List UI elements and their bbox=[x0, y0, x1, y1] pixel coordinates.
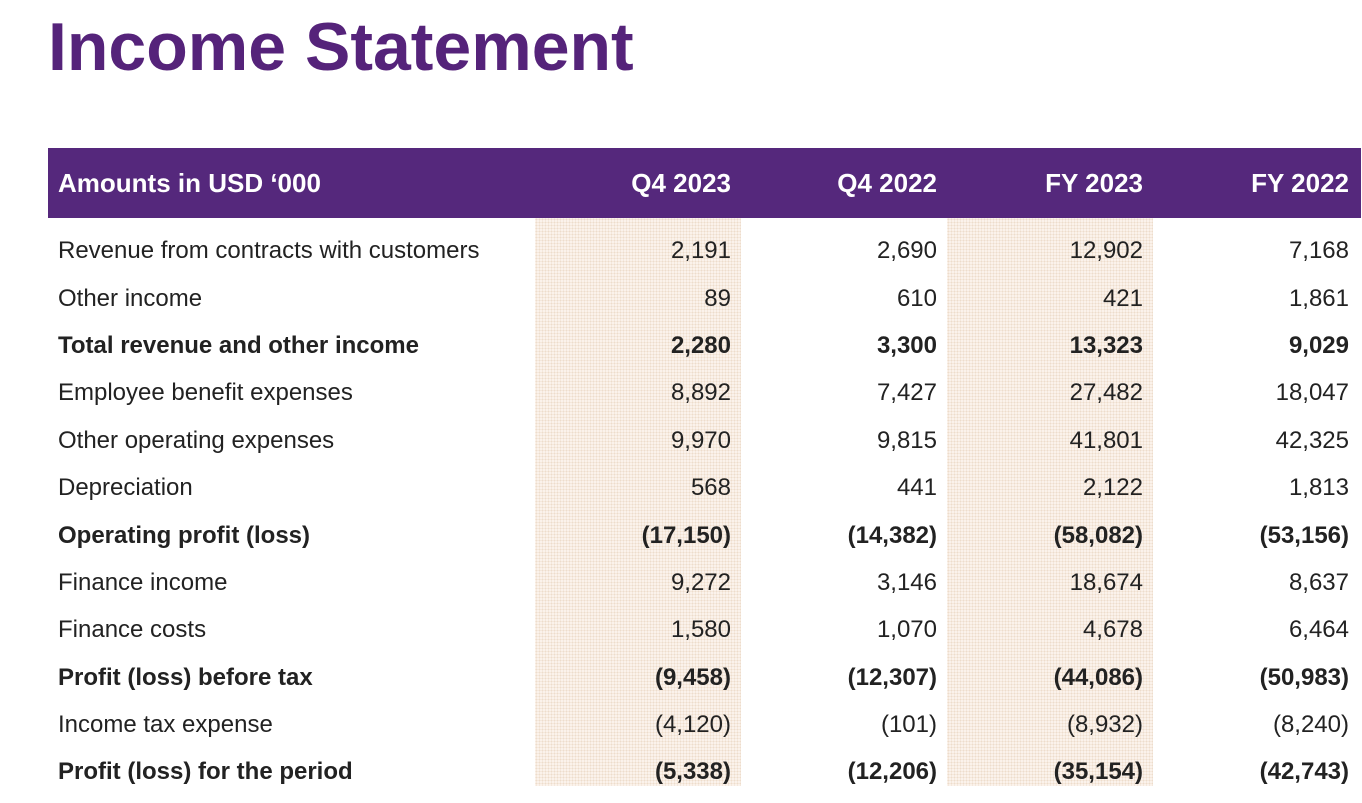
value-fy-2022: 42,325 bbox=[1275, 426, 1349, 454]
header-label: Amounts in USD ‘000 bbox=[58, 168, 321, 198]
value-fy-2023: (35,154) bbox=[1053, 758, 1143, 786]
value-q4-2023: 9,970 bbox=[670, 426, 731, 454]
value-fy-2023: 12,902 bbox=[1069, 237, 1143, 265]
row-label: Other income bbox=[58, 284, 203, 312]
value-q4-2023: (5,338) bbox=[654, 758, 731, 786]
value-fy-2022: 6,464 bbox=[1288, 616, 1349, 644]
header-q4-2023: Q4 2023 bbox=[631, 168, 731, 198]
value-fy-2022: 7,168 bbox=[1288, 237, 1349, 265]
value-q4-2023: 89 bbox=[704, 284, 731, 312]
value-q4-2022: (14,382) bbox=[847, 521, 937, 549]
table-body: Revenue from contracts with customers 2,1… bbox=[48, 227, 1361, 796]
value-q4-2023: 2,280 bbox=[670, 331, 731, 359]
table-row: Income tax expense (4,120) (101) (8,932) (8,… bbox=[48, 701, 1361, 748]
row-label: Other operating expenses bbox=[58, 426, 335, 454]
table-row: Employee benefit expenses 8,892 7,427 27,48… bbox=[48, 369, 1361, 416]
value-q4-2022: 7,427 bbox=[876, 379, 937, 407]
value-fy-2023: 4,678 bbox=[1082, 616, 1143, 644]
value-fy-2022: (53,156) bbox=[1259, 521, 1349, 549]
value-q4-2023: 8,892 bbox=[670, 379, 731, 407]
row-label: Depreciation bbox=[58, 474, 193, 502]
value-fy-2022: 1,861 bbox=[1288, 284, 1349, 312]
value-q4-2022: 1,070 bbox=[876, 616, 937, 644]
table-row: Profit (loss) before tax (9,458) (12,307) (… bbox=[48, 654, 1361, 701]
value-q4-2022: 441 bbox=[896, 474, 937, 502]
value-q4-2023: 9,272 bbox=[670, 568, 731, 596]
page-title: Income Statement bbox=[48, 9, 634, 85]
row-label: Profit (loss) for the period bbox=[58, 758, 353, 786]
row-label: Total revenue and other income bbox=[58, 331, 419, 359]
value-q4-2023: (4,120) bbox=[654, 711, 731, 739]
header-fy-2022: FY 2022 bbox=[1251, 168, 1349, 198]
value-fy-2022: (50,983) bbox=[1259, 663, 1349, 691]
row-label: Finance income bbox=[58, 568, 228, 596]
value-q4-2023: 568 bbox=[690, 474, 731, 502]
table-row: Revenue from contracts with customers 2,1… bbox=[48, 227, 1361, 274]
value-fy-2022: 9,029 bbox=[1288, 331, 1349, 359]
value-q4-2022: 9,815 bbox=[876, 426, 937, 454]
value-fy-2023: 27,482 bbox=[1069, 379, 1143, 407]
value-fy-2023: (44,086) bbox=[1053, 663, 1143, 691]
value-fy-2023: (58,082) bbox=[1053, 521, 1143, 549]
value-fy-2023: 2,122 bbox=[1082, 474, 1143, 502]
value-fy-2022: 18,047 bbox=[1275, 379, 1349, 407]
value-q4-2023: 2,191 bbox=[670, 237, 731, 265]
value-fy-2023: (8,932) bbox=[1066, 711, 1143, 739]
row-label: Revenue from contracts with customers bbox=[58, 237, 480, 265]
value-q4-2022: 3,300 bbox=[876, 331, 937, 359]
value-fy-2023: 41,801 bbox=[1069, 426, 1143, 454]
table-row: Profit (loss) for the period (5,338) (12,2… bbox=[48, 748, 1361, 795]
row-label: Employee benefit expenses bbox=[58, 379, 353, 407]
header-fy-2023: FY 2023 bbox=[1045, 168, 1143, 198]
value-q4-2022: (12,307) bbox=[847, 663, 937, 691]
table-row: Finance income 9,272 3,146 18,674 8,637 bbox=[48, 559, 1361, 606]
table-row: Total revenue and other income 2,280 3,300… bbox=[48, 322, 1361, 369]
value-q4-2022: 610 bbox=[896, 284, 937, 312]
value-q4-2022: 3,146 bbox=[876, 568, 937, 596]
value-q4-2022: 2,690 bbox=[876, 237, 937, 265]
value-q4-2023: (9,458) bbox=[654, 663, 731, 691]
value-fy-2022: (42,743) bbox=[1259, 758, 1349, 786]
value-fy-2022: (8,240) bbox=[1272, 711, 1349, 739]
shaded-column-fy-2023 bbox=[947, 218, 1153, 786]
value-q4-2022: (12,206) bbox=[847, 758, 937, 786]
table-header: Amounts in USD ‘000 Q4 2023 Q4 2022 FY 2… bbox=[48, 148, 1361, 218]
row-label: Operating profit (loss) bbox=[58, 521, 310, 549]
value-q4-2023: 1,580 bbox=[670, 616, 731, 644]
table-row: Operating profit (loss) (17,150) (14,382) (… bbox=[48, 511, 1361, 558]
value-fy-2023: 18,674 bbox=[1069, 568, 1143, 596]
value-fy-2022: 1,813 bbox=[1288, 474, 1349, 502]
table-row: Finance costs 1,580 1,070 4,678 6,464 bbox=[48, 606, 1361, 653]
row-label: Profit (loss) before tax bbox=[58, 663, 313, 691]
table-row: Other operating expenses 9,970 9,815 41,801… bbox=[48, 417, 1361, 464]
value-q4-2022: (101) bbox=[880, 711, 937, 739]
value-fy-2022: 8,637 bbox=[1288, 568, 1349, 596]
value-fy-2023: 13,323 bbox=[1069, 331, 1143, 359]
table-row: Other income 89 610 421 1,861 bbox=[48, 274, 1361, 321]
shaded-column-q4-2023 bbox=[535, 218, 741, 786]
row-label: Income tax expense bbox=[58, 711, 273, 739]
value-q4-2023: (17,150) bbox=[641, 521, 731, 549]
table-row: Depreciation 568 441 2,122 1,813 bbox=[48, 464, 1361, 511]
value-fy-2023: 421 bbox=[1102, 284, 1143, 312]
header-q4-2022: Q4 2022 bbox=[837, 168, 937, 198]
row-label: Finance costs bbox=[58, 616, 207, 644]
